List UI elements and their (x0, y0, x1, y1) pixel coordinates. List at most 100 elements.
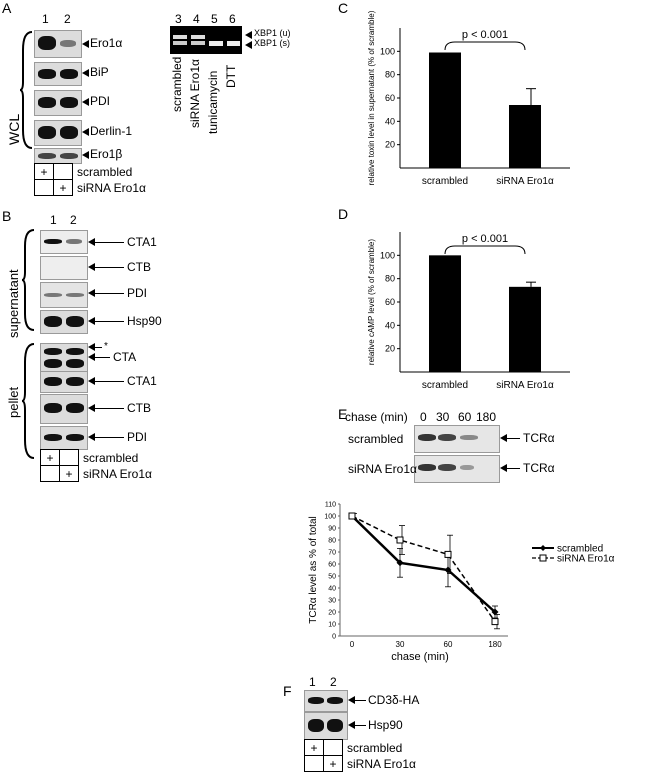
blot-label-ero1b: Ero1β (90, 147, 123, 161)
y-tick-label: 20 (385, 140, 395, 150)
y-tick-label: 80 (385, 70, 395, 80)
wcl-bracket (20, 31, 33, 149)
y-tick-label: 60 (385, 93, 395, 103)
series-line (351, 515, 496, 623)
blot-ero1b (34, 148, 82, 164)
blot-pdi-sup (40, 282, 88, 308)
x-tick-label: 180 (488, 640, 502, 649)
x-tick-label: 60 (444, 640, 453, 649)
y-tick-label: 40 (385, 116, 395, 126)
data-point (491, 618, 499, 626)
blot-pdi-a (34, 90, 82, 116)
gel-band-xbp1-u: XBP1 (u) (254, 28, 291, 38)
row-label-scrambled: scrambled (348, 432, 404, 446)
blot-cd3d-ha (304, 690, 348, 712)
y-tick-label: 110 (325, 502, 336, 509)
p-value-annotation: p < 0.001 (462, 29, 508, 41)
y-tick-label: 100 (380, 250, 395, 260)
blot-label-pdi-sup: PDI (127, 286, 148, 300)
blot-label-bip: BiP (90, 65, 109, 79)
lane-number: 1 (50, 213, 57, 227)
series-line (351, 515, 496, 613)
data-point (444, 550, 452, 558)
gel-lane-number: 4 (193, 12, 200, 26)
blot-ctb-pellet (40, 394, 88, 424)
data-point (396, 536, 404, 544)
x-category-label: scrambled (422, 380, 468, 391)
y-axis-label: relative cAMP level (% of scramble) (367, 239, 376, 365)
gel-lane-number: 6 (229, 12, 236, 26)
data-point (348, 512, 356, 520)
legend-label: scrambled (557, 544, 603, 555)
panel-label-f: F (283, 683, 292, 699)
panel-label-e: E (338, 406, 348, 422)
blot-label-hsp90-sup: Hsp90 (127, 314, 162, 328)
pellet-bracket (22, 343, 35, 459)
significance-bracket (444, 245, 526, 255)
blot-ero1a (34, 30, 82, 58)
gel-condition-dtt: DTT (224, 64, 238, 88)
bar (509, 105, 541, 168)
blot-ctb-sup (40, 256, 88, 280)
blot-label-pdi: PDI (90, 94, 111, 108)
treatment-legend-b: + scrambled + siRNA Ero1α (40, 449, 152, 482)
data-point (396, 559, 404, 567)
blot-label-ctb-sup: CTB (127, 260, 151, 274)
legend-label: siRNA Ero1α (557, 554, 615, 565)
lane-number: 2 (70, 213, 77, 227)
y-tick-label: 50 (328, 574, 336, 581)
y-tick-label: 90 (328, 526, 336, 533)
bar-chart-camp: 20 40 60 80 100 relative cAMP level (% of scr… (367, 232, 570, 391)
blot-tcra-scrambled (414, 425, 500, 453)
gel-lane-number: 3 (175, 12, 182, 26)
blot-cta-pellet (40, 343, 88, 373)
chase-label: chase (min) (345, 410, 408, 424)
y-axis-label: TCRα level as % of total (308, 516, 319, 624)
blot-label-derlin1: Derlin-1 (90, 124, 133, 138)
y-tick-label: 80 (328, 538, 336, 545)
band-label-tcra: TCRα (523, 461, 555, 475)
blot-cta1-sup (40, 230, 88, 254)
blot-pdi-pellet (40, 426, 88, 450)
blot-label-cta-pellet: CTA (113, 350, 137, 364)
y-tick-label: 60 (328, 562, 336, 569)
blot-label-cta1-sup: CTA1 (127, 235, 157, 249)
bar (429, 52, 461, 168)
blot-label-cta1-pellet: CTA1 (127, 374, 157, 388)
timepoint: 60 (458, 410, 472, 424)
y-tick-label: 0 (332, 634, 336, 641)
gel-lane-number: 5 (211, 12, 218, 26)
panel-label-c: C (338, 0, 349, 16)
star-marker: * (104, 341, 108, 352)
timepoint: 30 (436, 410, 450, 424)
xbp1-gel (170, 26, 242, 54)
y-tick-label: 10 (328, 622, 336, 629)
blot-hsp90-sup (40, 310, 88, 334)
blot-hsp90-f (304, 712, 348, 740)
treatment-legend-a: + scrambled + siRNA Ero1α (34, 163, 146, 196)
pellet-label: pellet (6, 386, 21, 418)
gel-band-xbp1-s: XBP1 (s) (254, 38, 291, 48)
lane-number: 2 (64, 12, 71, 26)
panel-label-b: B (2, 208, 12, 224)
blot-label-pdi-pellet: PDI (127, 430, 148, 444)
blot-cta1-pellet (40, 371, 88, 393)
line-chart-tcra: 0 10 20 30 40 50 60 70 80 90 100 110 0 30 60 180 chase (… (308, 502, 615, 664)
blot-label-hsp90-f: Hsp90 (368, 718, 403, 732)
band-label-tcra: TCRα (523, 431, 555, 445)
y-tick-label: 40 (385, 320, 395, 330)
y-tick-label: 100 (324, 514, 336, 521)
x-category-label: scrambled (422, 176, 468, 187)
blot-label-cd3d: CD3δ-HA (368, 693, 420, 707)
lane-number: 1 (42, 12, 49, 26)
timepoint: 0 (420, 410, 427, 424)
panel-label-d: D (338, 206, 349, 222)
y-tick-label: 20 (328, 610, 336, 617)
gel-condition-scrambled: scrambled (170, 56, 184, 112)
y-tick-label: 20 (385, 344, 395, 354)
x-category-label: siRNA Ero1α (496, 176, 554, 187)
y-tick-label: 100 (380, 46, 395, 56)
gel-condition-sirna: siRNA Ero1α (188, 59, 202, 128)
supernatant-label: supernatant (6, 269, 21, 338)
y-tick-label: 80 (385, 274, 395, 284)
